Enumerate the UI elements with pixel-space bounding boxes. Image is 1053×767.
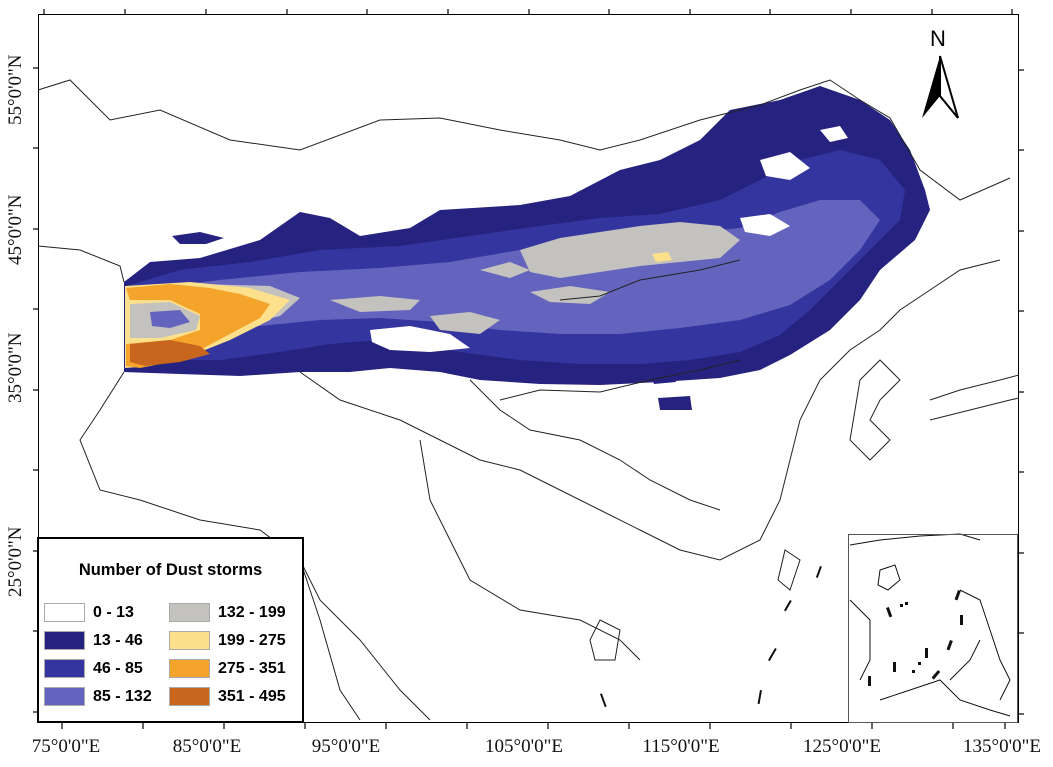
inset-map [849, 533, 1011, 717]
legend-swatch [169, 659, 210, 678]
legend-item: 13 - 46 [44, 631, 143, 650]
legend-label: 199 - 275 [218, 631, 286, 649]
legend-item: 0 - 13 [44, 603, 134, 622]
legend-item: 351 - 495 [169, 687, 286, 706]
legend-label: 85 - 132 [93, 687, 152, 705]
legend-swatch [169, 603, 210, 622]
legend-item: 132 - 199 [169, 603, 286, 622]
map-frame [38, 14, 1019, 723]
legend-title: Number of Dust storms [78, 561, 263, 579]
frame-ticks [33, 9, 1024, 729]
legend-item: 275 - 351 [169, 659, 286, 678]
y-tick-25n: 25°0'0"N [5, 526, 26, 598]
inset-map-frame [848, 534, 1018, 723]
legend-swatch [44, 687, 85, 706]
x-tick-85e: 85°0'0"E [172, 736, 242, 757]
legend-label: 132 - 199 [218, 603, 286, 621]
country-borders [37, 79, 1020, 721]
y-tick-55n: 55°0'0"N [5, 54, 26, 126]
legend-swatch [44, 659, 85, 678]
legend-item: 46 - 85 [44, 659, 143, 678]
legend-label: 0 - 13 [93, 603, 134, 621]
legend-swatch [44, 631, 85, 650]
x-tick-95e: 95°0'0"E [311, 736, 381, 757]
legend-swatch [169, 631, 210, 650]
legend-item: 85 - 132 [44, 687, 152, 706]
x-tick-125e: 125°0'0"E [803, 736, 881, 757]
x-tick-75e: 75°0'0"E [31, 736, 101, 757]
legend-label: 13 - 46 [93, 631, 143, 649]
legend-swatch [169, 687, 210, 706]
legend-label: 351 - 495 [218, 687, 286, 705]
north-label: N [930, 26, 946, 51]
inset-islands [868, 589, 963, 686]
legend-item: 199 - 275 [169, 631, 286, 650]
x-tick-135e: 135°0'0"E [963, 736, 1041, 757]
x-tick-115e: 115°0'0"E [642, 736, 720, 757]
dust-storm-layer [124, 86, 930, 410]
legend-label: 275 - 351 [218, 659, 286, 677]
legend-label: 46 - 85 [93, 659, 143, 677]
legend: Number of Dust storms 0 - 13 13 - 46 46 … [37, 537, 304, 723]
dashed-boundary [600, 566, 822, 708]
y-tick-35n: 35°0'0"N [5, 332, 26, 404]
north-arrow-icon [922, 55, 959, 119]
x-tick-105e: 105°0'0"E [485, 736, 563, 757]
y-tick-45n: 45°0'0"N [5, 194, 26, 266]
zone-351-495 [130, 340, 210, 366]
legend-swatch [44, 603, 85, 622]
